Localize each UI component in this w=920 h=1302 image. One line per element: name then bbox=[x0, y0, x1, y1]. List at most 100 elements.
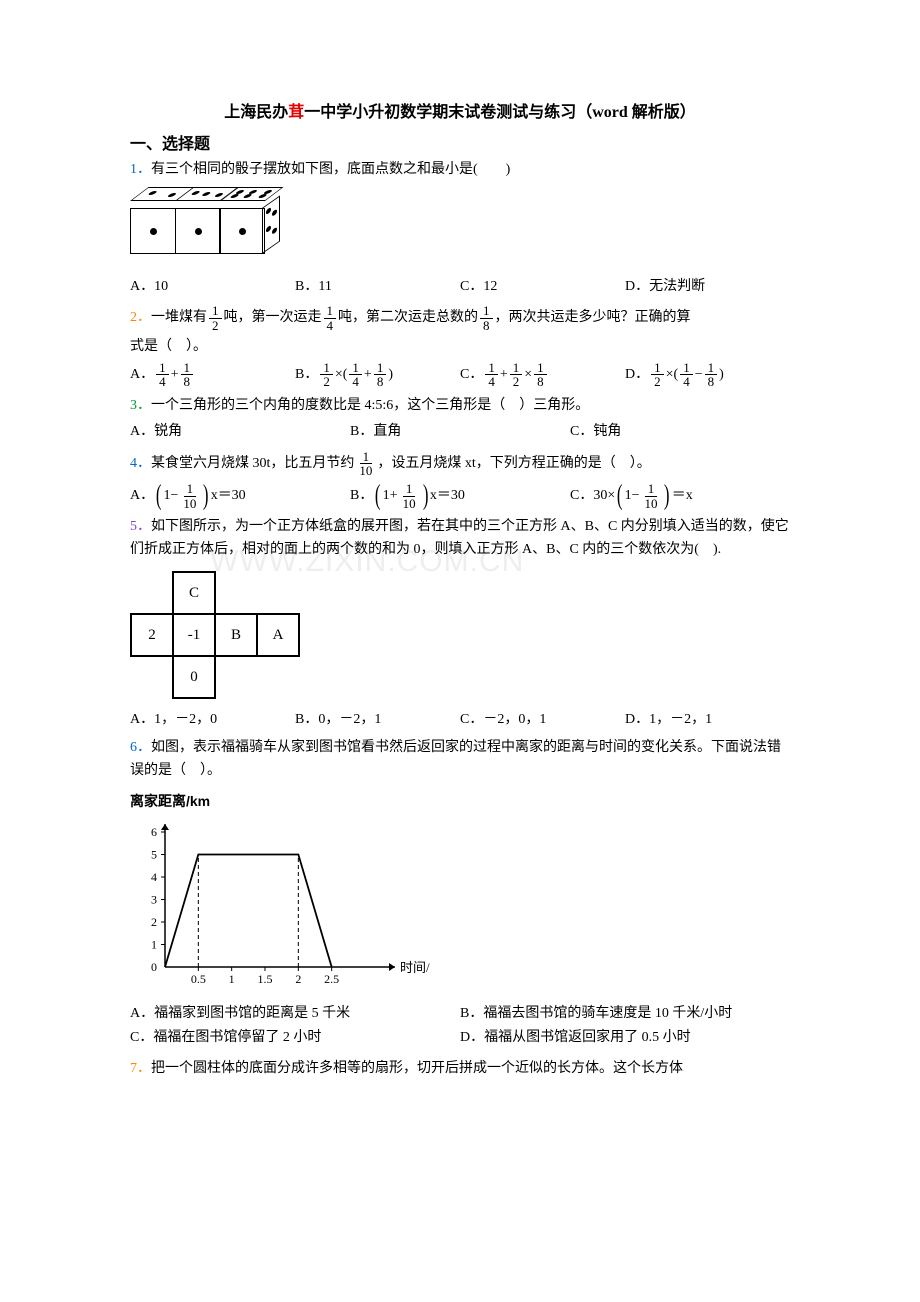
dice-figure bbox=[130, 200, 280, 264]
opt-suffix: ＝x bbox=[672, 485, 693, 507]
opt-label: D． bbox=[625, 364, 649, 386]
frac-d: 4 bbox=[324, 319, 337, 333]
svg-text:5: 5 bbox=[151, 847, 157, 861]
q6-opt-d: D．福福从图书馆返回家用了 0.5 小时 bbox=[460, 1027, 790, 1049]
opt-suffix: x＝30 bbox=[211, 485, 246, 507]
frac-n: 1 bbox=[480, 304, 493, 319]
opt-label: C． bbox=[460, 364, 483, 386]
q5-options: A．1，－2，0 B．0，－2，1 C．－2，0，1 D．1，－2，1 bbox=[130, 709, 790, 731]
q6-opt-c: C．福福在图书馆停留了 2 小时 bbox=[130, 1027, 460, 1049]
q4-options: A． (1−110)x＝30 B． (1+110)x＝30 C．30× (1−1… bbox=[130, 482, 790, 510]
question-5: 5．如下图所示，为一个正方体纸盒的展开图，若在其中的三个正方形 A、B、C 内分… bbox=[130, 516, 790, 561]
question-4: 4． 某食堂六月烧煤 30t，比五月节约 110 ，设五月烧煤 xt，下列方程正… bbox=[130, 450, 790, 478]
q3-opt-c: C．钝角 bbox=[570, 421, 790, 443]
q6-options: A．福福家到图书馆的距离是 5 千米 B．福福去图书馆的骑车速度是 10 千米/… bbox=[130, 1003, 790, 1052]
net-a: A bbox=[257, 614, 299, 656]
q3-opt-a: A．锐角 bbox=[130, 421, 350, 443]
q5-num: 5． bbox=[130, 519, 151, 534]
svg-text:时间/时: 时间/时 bbox=[400, 960, 430, 975]
q1-opt-b: B．11 bbox=[295, 276, 460, 298]
frac-d: 10 bbox=[356, 464, 375, 478]
svg-text:2.5: 2.5 bbox=[324, 972, 339, 986]
q6-opt-b: B．福福去图书馆的骑车速度是 10 千米/小时 bbox=[460, 1003, 790, 1025]
title-suffix: 一中学小升初数学期末试卷测试与练习（word 解析版） bbox=[304, 104, 696, 121]
q1-opt-a: A．10 bbox=[130, 276, 295, 298]
q1-opt-c: C．12 bbox=[460, 276, 625, 298]
title-prefix: 上海民办 bbox=[224, 104, 288, 121]
opt-label: A． bbox=[130, 364, 154, 386]
q2-t2: 吨，第一次运走 bbox=[224, 307, 322, 329]
svg-text:2: 2 bbox=[295, 972, 301, 986]
net-0: 0 bbox=[173, 656, 215, 698]
svg-text:0.5: 0.5 bbox=[191, 972, 206, 986]
opt-suffix: x＝30 bbox=[430, 485, 465, 507]
frac-n: 1 bbox=[324, 304, 337, 319]
q2-t1: 一堆煤有 bbox=[151, 307, 207, 329]
svg-text:1.5: 1.5 bbox=[258, 972, 273, 986]
opt-label: C．30× bbox=[570, 485, 615, 507]
q4-opt-b: B． (1+110)x＝30 bbox=[350, 482, 570, 510]
net-neg1: -1 bbox=[173, 614, 215, 656]
q4-t1: 某食堂六月烧煤 30t，比五月节约 bbox=[151, 453, 354, 475]
chart: 离家距离/km 0 1 2 3 4 5 6 0.5 1 1.5 2 2.5 时间/时 bbox=[130, 790, 790, 995]
svg-text:1: 1 bbox=[151, 937, 157, 951]
chart-title: 离家距离/km bbox=[130, 790, 790, 812]
q2-opt-b: B． 12×(14+18) bbox=[295, 361, 460, 389]
q6-num: 6． bbox=[130, 740, 151, 755]
svg-text:4: 4 bbox=[151, 870, 157, 884]
frac-d: 8 bbox=[480, 319, 493, 333]
question-7: 7．把一个圆柱体的底面分成许多相等的扇形，切开后拼成一个近似的长方体。这个长方体 bbox=[130, 1058, 790, 1080]
q5-opt-a: A．1，－2，0 bbox=[130, 709, 295, 731]
q5-opt-c: C．－2，0，1 bbox=[460, 709, 625, 731]
opt-label: A． bbox=[130, 485, 154, 507]
opt-label: B． bbox=[350, 485, 373, 507]
q2-opt-a: A． 14+18 bbox=[130, 361, 295, 389]
q7-text: 把一个圆柱体的底面分成许多相等的扇形，切开后拼成一个近似的长方体。这个长方体 bbox=[151, 1061, 683, 1076]
svg-text:0: 0 bbox=[151, 960, 157, 974]
svg-text:2: 2 bbox=[151, 915, 157, 929]
q5-opt-b: B．0，－2，1 bbox=[295, 709, 460, 731]
q7-num: 7． bbox=[130, 1061, 151, 1076]
question-1: 1．有三个相同的骰子摆放如下图，底面点数之和最小是( ) bbox=[130, 159, 790, 181]
question-6: 6．如图，表示福福骑车从家到图书馆看书然后返回家的过程中离家的距离与时间的变化关… bbox=[130, 737, 790, 782]
question-3: 3．一个三角形的三个内角的度数比是 4:5:6，这个三角形是（ ）三角形。 bbox=[130, 395, 790, 417]
q1-text: 有三个相同的骰子摆放如下图，底面点数之和最小是( ) bbox=[151, 162, 510, 177]
q1-options: A．10 B．11 C．12 D．无法判断 bbox=[130, 276, 790, 298]
cube-net: C 2-1BA 0 bbox=[130, 571, 300, 699]
q6-opt-a: A．福福家到图书馆的距离是 5 千米 bbox=[130, 1003, 460, 1025]
q6-text: 如图，表示福福骑车从家到图书馆看书然后返回家的过程中离家的距离与时间的变化关系。… bbox=[130, 740, 781, 777]
question-2: 2． 一堆煤有 12 吨，第一次运走 14 吨，第二次运走总数的 18 ，两次共… bbox=[130, 304, 790, 332]
svg-text:6: 6 bbox=[151, 825, 157, 839]
q2-opt-c: C． 14+12×18 bbox=[460, 361, 625, 389]
q3-options: A．锐角 B．直角 C．钝角 bbox=[130, 421, 790, 443]
svg-text:1: 1 bbox=[229, 972, 235, 986]
q5-text: 如下图所示，为一个正方体纸盒的展开图，若在其中的三个正方形 A、B、C 内分别填… bbox=[130, 519, 789, 556]
frac-n: 1 bbox=[209, 304, 222, 319]
q3-num: 3． bbox=[130, 398, 151, 413]
q4-t2: ，设五月烧煤 xt，下列方程正确的是（ ）。 bbox=[377, 453, 650, 475]
q2-num: 2． bbox=[130, 307, 151, 329]
q4-opt-c: C．30× (1−110)＝x bbox=[570, 482, 790, 510]
net-b: B bbox=[215, 614, 257, 656]
q2-t4: ，两次共运走多少吨？正确的算 bbox=[495, 307, 691, 329]
q1-opt-d: D．无法判断 bbox=[625, 276, 790, 298]
title-red: 茸 bbox=[288, 104, 304, 121]
q4-num: 4． bbox=[130, 453, 151, 475]
net-c: C bbox=[173, 572, 215, 614]
q2-t5: 式是（ ）。 bbox=[130, 336, 790, 358]
q5-opt-d: D．1，－2，1 bbox=[625, 709, 790, 731]
q3-text: 一个三角形的三个内角的度数比是 4:5:6，这个三角形是（ ）三角形。 bbox=[151, 398, 589, 413]
q2-options: A． 14+18 B． 12×(14+18) C． 14+12×18 D． 12… bbox=[130, 361, 790, 389]
q1-num: 1． bbox=[130, 162, 151, 177]
line-chart-svg: 0 1 2 3 4 5 6 0.5 1 1.5 2 2.5 时间/时 bbox=[130, 817, 430, 987]
q4-opt-a: A． (1−110)x＝30 bbox=[130, 482, 350, 510]
frac-d: 2 bbox=[209, 319, 222, 333]
q2-opt-d: D． 12×(14−18) bbox=[625, 361, 790, 389]
opt-label: B． bbox=[295, 364, 318, 386]
svg-text:3: 3 bbox=[151, 892, 157, 906]
q2-t3: 吨，第二次运走总数的 bbox=[338, 307, 478, 329]
net-2: 2 bbox=[131, 614, 173, 656]
frac-n: 1 bbox=[360, 450, 373, 465]
section-heading: 一、选择题 bbox=[130, 132, 790, 158]
q3-opt-b: B．直角 bbox=[350, 421, 570, 443]
